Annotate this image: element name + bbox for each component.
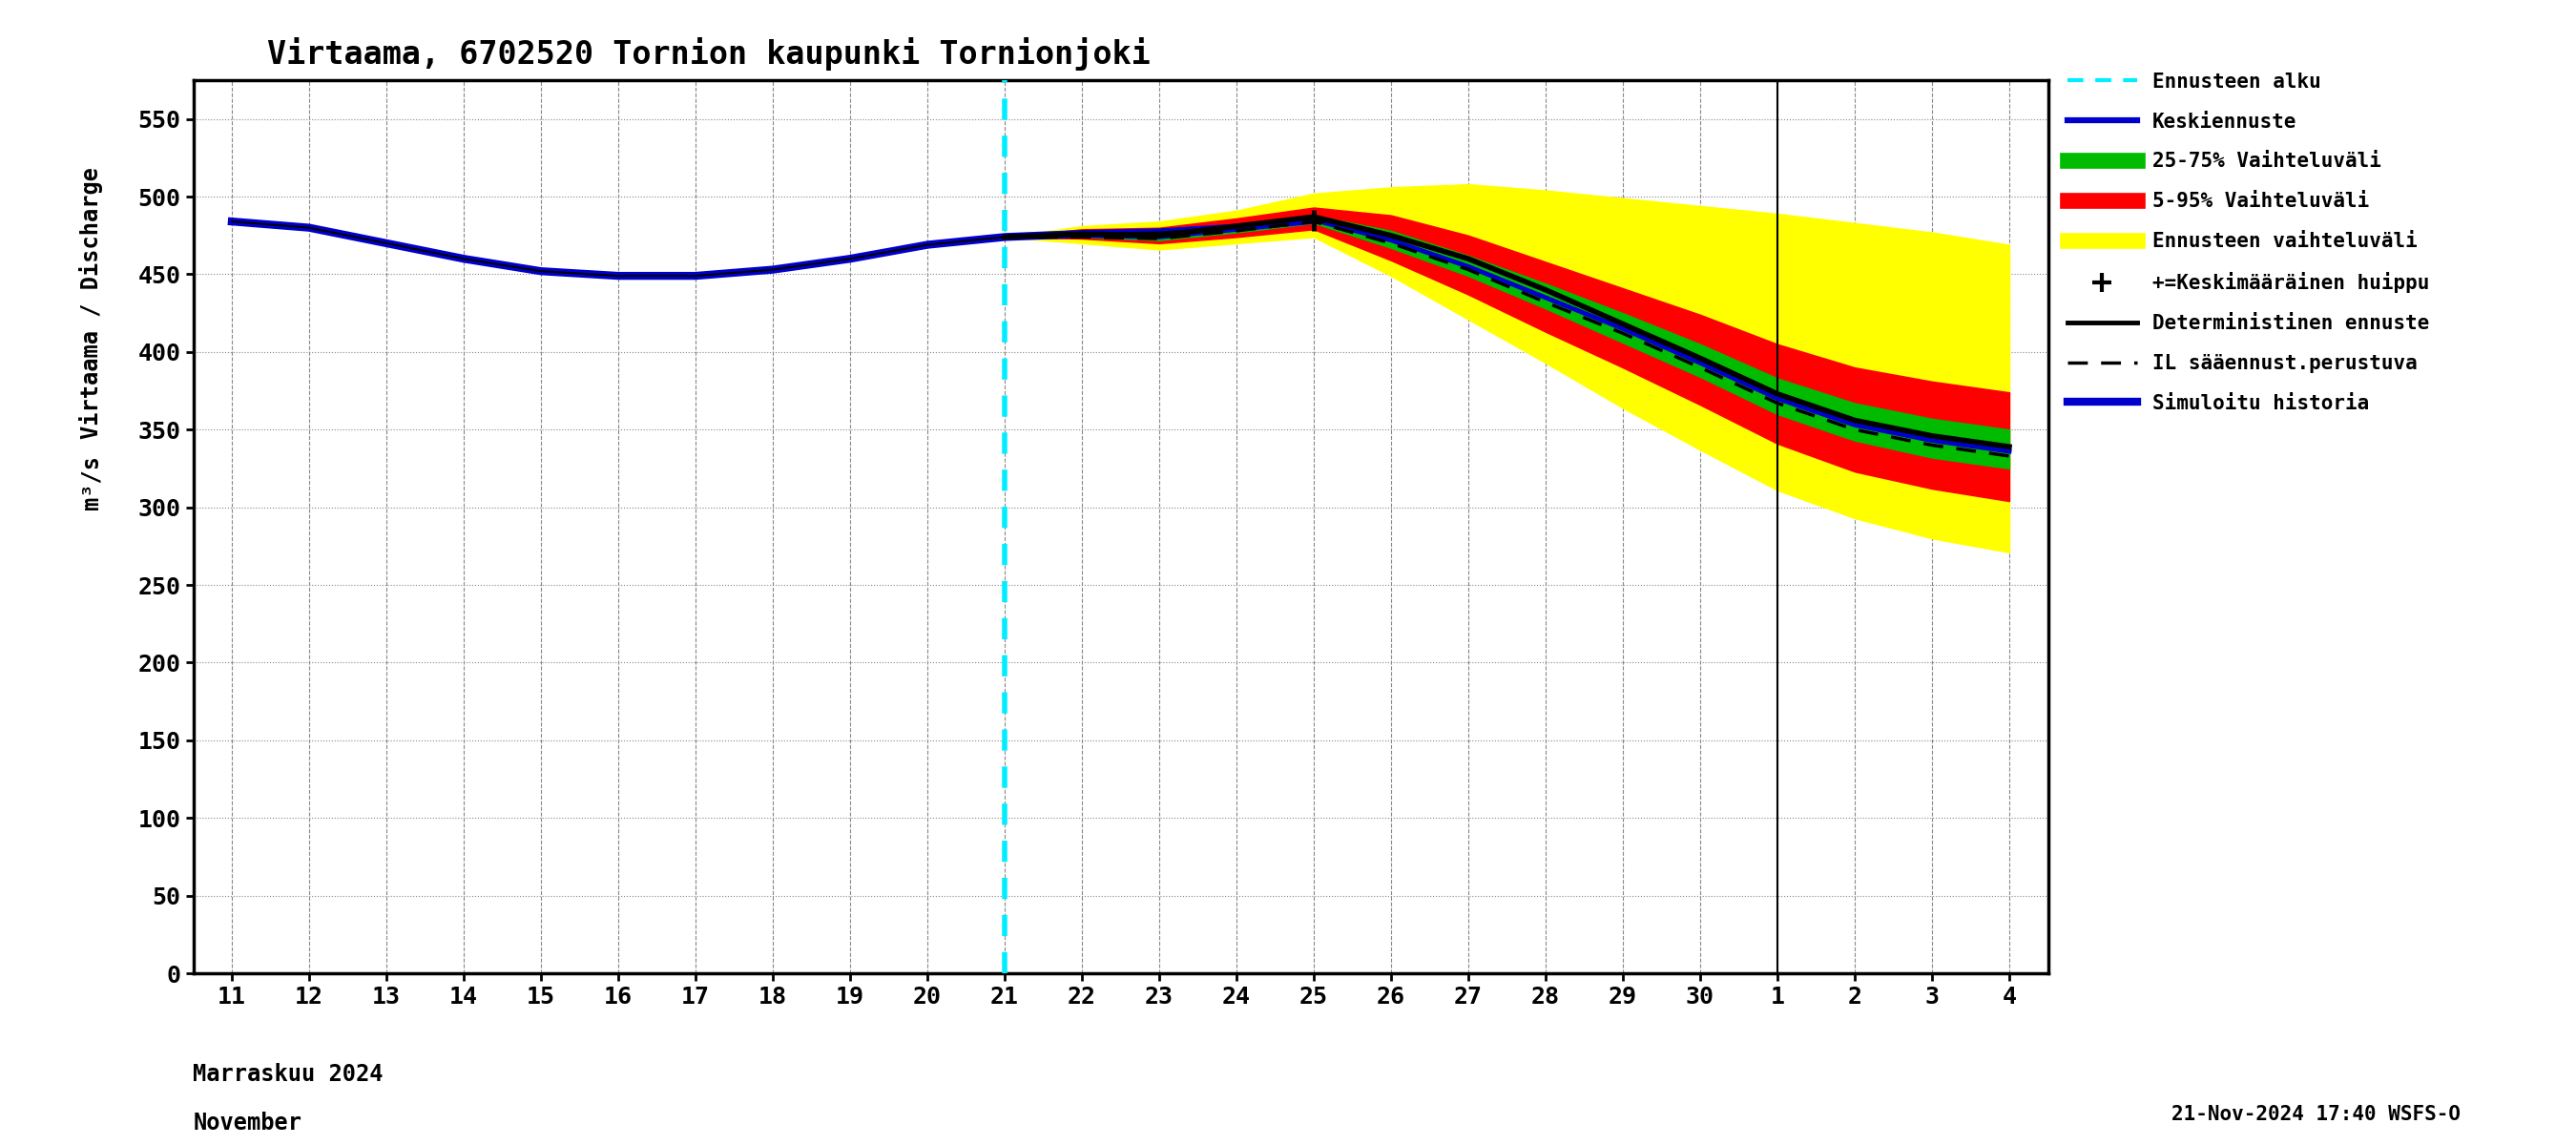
Text: m³/s: m³/s [80,455,103,510]
Text: Marraskuu 2024: Marraskuu 2024 [193,1063,384,1085]
Text: 21-Nov-2024 17:40 WSFS-O: 21-Nov-2024 17:40 WSFS-O [2172,1105,2460,1124]
Legend: Ennusteen alku, Keskiennuste, 25-75% Vaihteluväli, 5-95% Vaihteluväli, Ennusteen: Ennusteen alku, Keskiennuste, 25-75% Vai… [2066,72,2429,413]
Text: Virtaama, 6702520 Tornion kaupunki Tornionjoki: Virtaama, 6702520 Tornion kaupunki Torni… [268,38,1151,71]
Text: Virtaama / Discharge: Virtaama / Discharge [80,167,103,440]
Text: November: November [193,1112,301,1135]
